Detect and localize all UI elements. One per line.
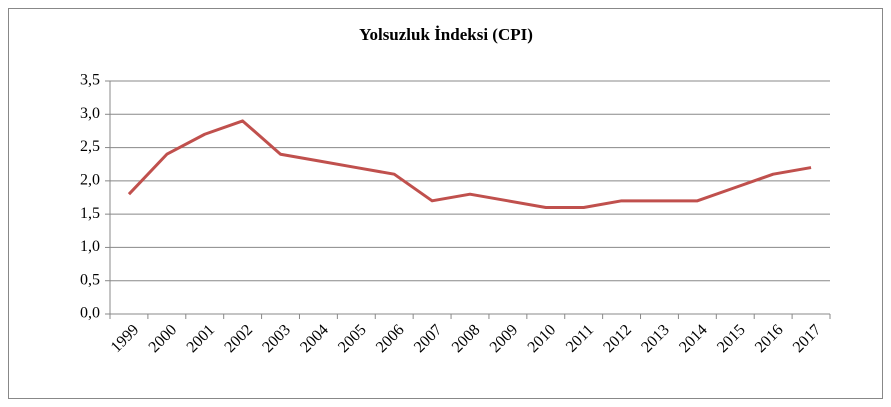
y-tick-label: 0,5 <box>80 271 100 288</box>
y-tick-label: 1,0 <box>80 238 100 255</box>
line-series <box>127 119 812 209</box>
y-tick-label: 2,0 <box>80 172 100 189</box>
y-tick-label: 3,5 <box>80 72 100 89</box>
chart-frame <box>8 8 883 399</box>
y-tick-label: 2,5 <box>80 138 100 155</box>
chart-title: Yolsuzluk İndeksi (CPI) <box>359 25 533 44</box>
y-tick-label: 3,0 <box>80 105 100 122</box>
y-tick-label: 0,0 <box>80 305 100 322</box>
y-tick-label: 1,5 <box>80 205 100 222</box>
